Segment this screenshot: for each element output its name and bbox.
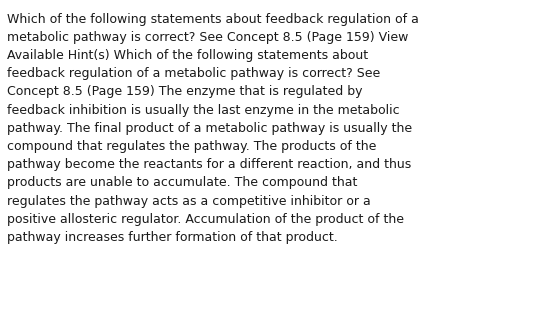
Text: Which of the following statements about feedback regulation of a
metabolic pathw: Which of the following statements about … — [7, 13, 418, 244]
